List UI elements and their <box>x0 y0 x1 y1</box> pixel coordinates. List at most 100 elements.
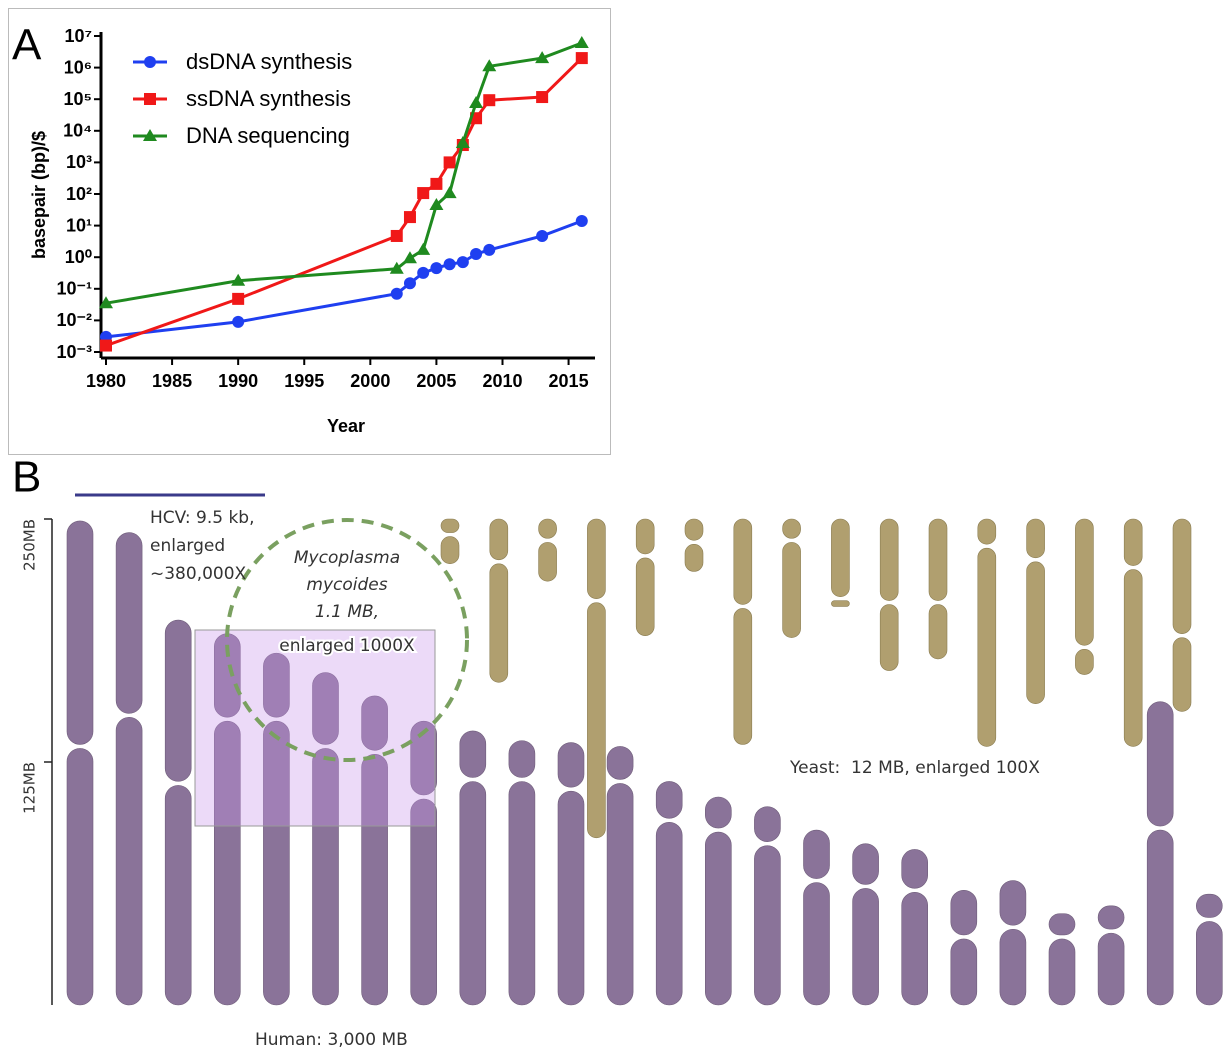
chromosome-arm <box>951 939 977 1005</box>
marker <box>232 293 244 305</box>
chromosome-arm <box>539 542 557 581</box>
y-tick-label: 250MB <box>21 519 39 571</box>
chromosome-arm <box>1196 921 1222 1005</box>
marker <box>430 178 442 190</box>
chromosome-arm <box>460 731 486 778</box>
chromosome-arm <box>880 519 898 601</box>
annotation: mycoides <box>306 575 387 595</box>
chromosome-arm <box>607 783 633 1005</box>
y-tick-label: 10⁶ <box>64 57 92 77</box>
chromosome-arm <box>539 519 557 538</box>
chromosome-arm <box>67 521 93 745</box>
x-axis-label: Year <box>327 416 365 436</box>
chromosome-arm <box>929 519 947 601</box>
annotation: 1.1 MB, <box>315 602 379 622</box>
chromosome-arm <box>685 519 703 540</box>
chromosome-arm <box>853 844 879 885</box>
marker <box>391 288 403 300</box>
chromosome-arm <box>734 608 752 744</box>
marker <box>469 96 483 108</box>
marker <box>416 243 430 255</box>
chromosome-arm <box>587 603 605 838</box>
marker <box>100 340 112 352</box>
marker <box>483 244 495 256</box>
chromosome-arm <box>902 849 928 888</box>
chromosome-arm <box>1124 519 1142 566</box>
x-tick-label: 1995 <box>284 371 324 391</box>
chromosome-arm <box>116 533 142 714</box>
chromosome-arm <box>587 519 605 599</box>
y-tick-label: 10⁰ <box>65 247 92 267</box>
y-tick-label: 10⁵ <box>64 89 92 109</box>
annotation: enlarged 1000X <box>279 636 415 656</box>
chromosome-arm <box>558 791 584 1005</box>
marker <box>404 277 416 289</box>
x-tick-label: 2000 <box>350 371 390 391</box>
marker <box>576 52 588 64</box>
series-label: Human: 3,000 MB <box>255 1030 408 1050</box>
chromosome-arm <box>1147 702 1173 826</box>
chromosome-arm <box>831 519 849 597</box>
marker <box>404 211 416 223</box>
chromosome-arm <box>783 542 801 637</box>
chromosome-arm <box>67 748 93 1005</box>
chromosome-arm <box>509 741 535 778</box>
chromosome-arm <box>1147 830 1173 1005</box>
marker <box>483 94 495 106</box>
chromosome-arm <box>831 601 849 607</box>
marker <box>457 256 469 268</box>
series-label: Yeast: 12 MB, enlarged 100X <box>789 758 1040 778</box>
panel-label: B <box>12 453 41 502</box>
chromosome-arm <box>705 832 731 1005</box>
y-tick-label: 10⁻³ <box>56 342 92 362</box>
chromosome-arm <box>441 537 459 564</box>
chromosome-arm <box>1075 649 1093 674</box>
chromosome-arm <box>978 548 996 746</box>
annotation: HCV: 9.5 kb, <box>150 508 255 528</box>
marker <box>536 230 548 242</box>
chromosome-arm <box>734 519 752 604</box>
chromosome-arm <box>804 883 830 1005</box>
y-tick-label: 125MB <box>21 762 39 814</box>
chromosome-arm <box>1000 929 1026 1005</box>
legend-label: ssDNA synthesis <box>186 86 351 111</box>
chromosome-arm <box>951 890 977 935</box>
chromosome-arm <box>636 519 654 554</box>
chromosome-arm <box>656 822 682 1005</box>
marker <box>430 262 442 274</box>
y-tick-label: 10⁻¹ <box>56 279 92 299</box>
chromosome-arm <box>1124 570 1142 747</box>
marker <box>536 91 548 103</box>
chromosome-arm <box>441 519 459 533</box>
marker <box>403 251 417 263</box>
chromosome-arm <box>705 797 731 828</box>
chromosome-arm <box>1098 933 1124 1005</box>
chromosome-arm <box>116 717 142 1005</box>
chromosome-arm <box>1098 906 1124 929</box>
chromosome-arm <box>1075 519 1093 645</box>
marker <box>444 258 456 270</box>
chromosome-arm <box>783 519 801 538</box>
chromosome-arm <box>754 846 780 1005</box>
x-tick-label: 2010 <box>482 371 522 391</box>
chromosome-arm <box>978 519 996 544</box>
legend-label: DNA sequencing <box>186 123 350 148</box>
figure: A basepair (bp)/$ Year B 10⁻³10⁻²10⁻¹10⁰… <box>0 0 1223 1050</box>
mycoplasma-box <box>195 630 435 826</box>
x-tick-label: 1985 <box>152 371 192 391</box>
chromosome-arm <box>853 888 879 1005</box>
chromosome-arm <box>754 807 780 842</box>
chromosome-arm <box>656 781 682 818</box>
marker <box>232 316 244 328</box>
y-tick-label: 10⁷ <box>65 26 92 46</box>
y-tick-label: 10³ <box>66 152 92 172</box>
panel-label: A <box>12 21 42 70</box>
marker <box>391 230 403 242</box>
y-tick-label: 10² <box>66 184 92 204</box>
chromosome-arm <box>165 785 191 1005</box>
marker <box>576 215 588 227</box>
marker <box>470 248 482 260</box>
marker <box>575 36 589 48</box>
marker <box>443 186 457 198</box>
x-tick-label: 2015 <box>549 371 589 391</box>
